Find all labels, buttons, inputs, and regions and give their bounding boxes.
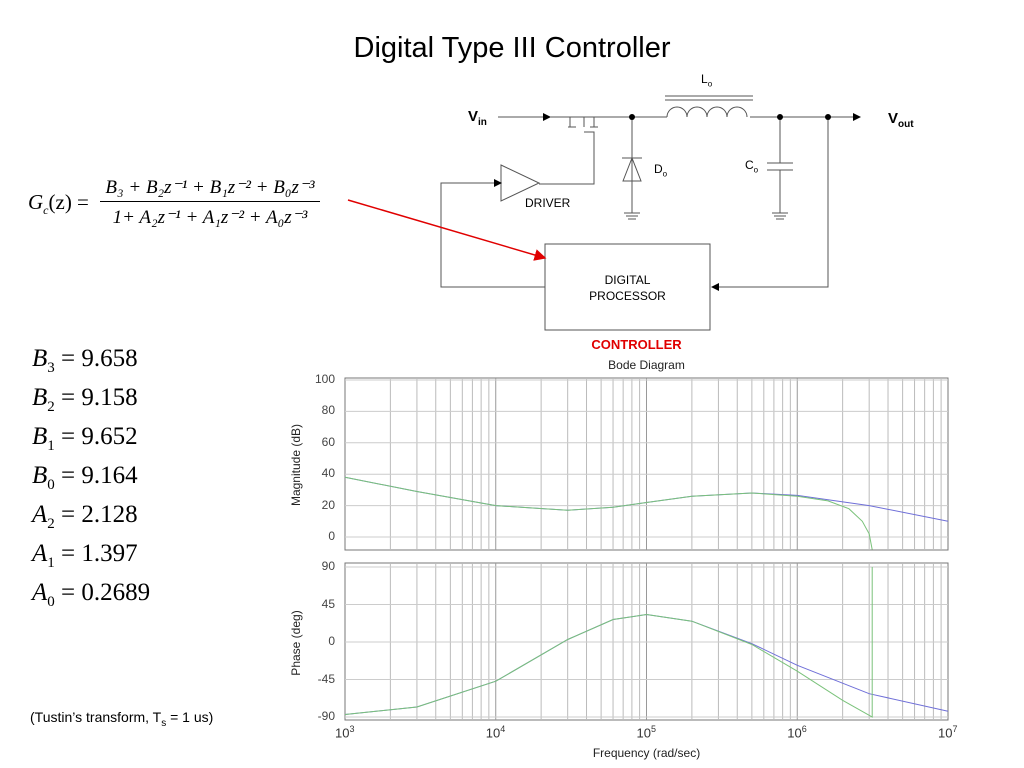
coefficient-A2: A2 = 2.128 [32, 501, 138, 532]
magnitude-tick-label: 20 [321, 497, 335, 512]
feedback-wire [440, 179, 545, 288]
x-tick-label: 105 [636, 724, 656, 741]
phase-tick-label: 45 [321, 596, 335, 611]
sense-wire [711, 117, 829, 291]
magnitude-tick-label: 60 [321, 434, 335, 449]
tustin-note: (Tustin’s transform, Ts = 1 us) [30, 709, 214, 729]
diode [622, 117, 642, 213]
equation-numerator: B₃ + B₂z⁻¹ + B₁z⁻² + B₀z⁻³ [100, 176, 320, 202]
chart-title: Bode Diagram [608, 358, 685, 372]
coefficient-B1: B1 = 9.652 [32, 423, 138, 454]
inductor-core [665, 95, 753, 101]
coefficient-B0: B0 = 9.164 [32, 462, 138, 493]
x-tick-label: 107 [938, 724, 958, 741]
magnitude-tick-label: 80 [321, 403, 335, 418]
capacitor [767, 117, 793, 220]
equation-denominator: 1+ A₂z⁻¹ + A₁z⁻² + A₀z⁻³ [112, 207, 308, 228]
slide-title: Digital Type III Controller [353, 32, 671, 64]
coefficient-B2: B2 = 9.158 [32, 384, 138, 415]
magnitude-series-discrete [344, 476, 873, 550]
magnitude-tick-label: 100 [314, 372, 335, 386]
phase-series-discrete [344, 567, 873, 718]
capacitor-label: Co [745, 158, 759, 175]
x-tick-label: 106 [787, 724, 807, 741]
x-tick-label: 103 [335, 724, 355, 741]
coefficient-B3: B3 = 9.658 [32, 345, 138, 376]
processor-label-2: PROCESSOR [589, 289, 666, 303]
digital-processor-box [544, 243, 711, 331]
ground-diode [624, 212, 640, 220]
x-tick-label: 104 [485, 724, 506, 741]
magnitude-tick-label: 0 [328, 529, 335, 543]
phase-tick-label: 90 [321, 559, 335, 573]
mosfet-switch [539, 117, 598, 185]
phase-tick-label: -45 [317, 671, 335, 686]
vout-label: Vout [888, 110, 914, 130]
inductor-label: Lo [701, 72, 713, 89]
coefficient-A1: A1 = 1.397 [32, 540, 138, 571]
equation-lhs: Gc(z) = [28, 190, 89, 218]
phase-tick-label: 0 [328, 634, 335, 648]
red-arrow [347, 199, 547, 261]
phase-tick-label: -90 [317, 709, 335, 723]
magnitude-tick-label: 40 [321, 466, 335, 481]
x-axis-label: Frequency (rad/sec) [592, 746, 701, 760]
diode-label: Do [654, 162, 668, 179]
controller-label: CONTROLLER [591, 337, 682, 352]
vin-label: Vin [468, 108, 487, 128]
driver-label: DRIVER [525, 196, 571, 210]
inductor [666, 106, 748, 118]
coefficient-A0: A0 = 0.2689 [32, 579, 151, 610]
processor-label-1: DIGITAL [604, 273, 651, 287]
